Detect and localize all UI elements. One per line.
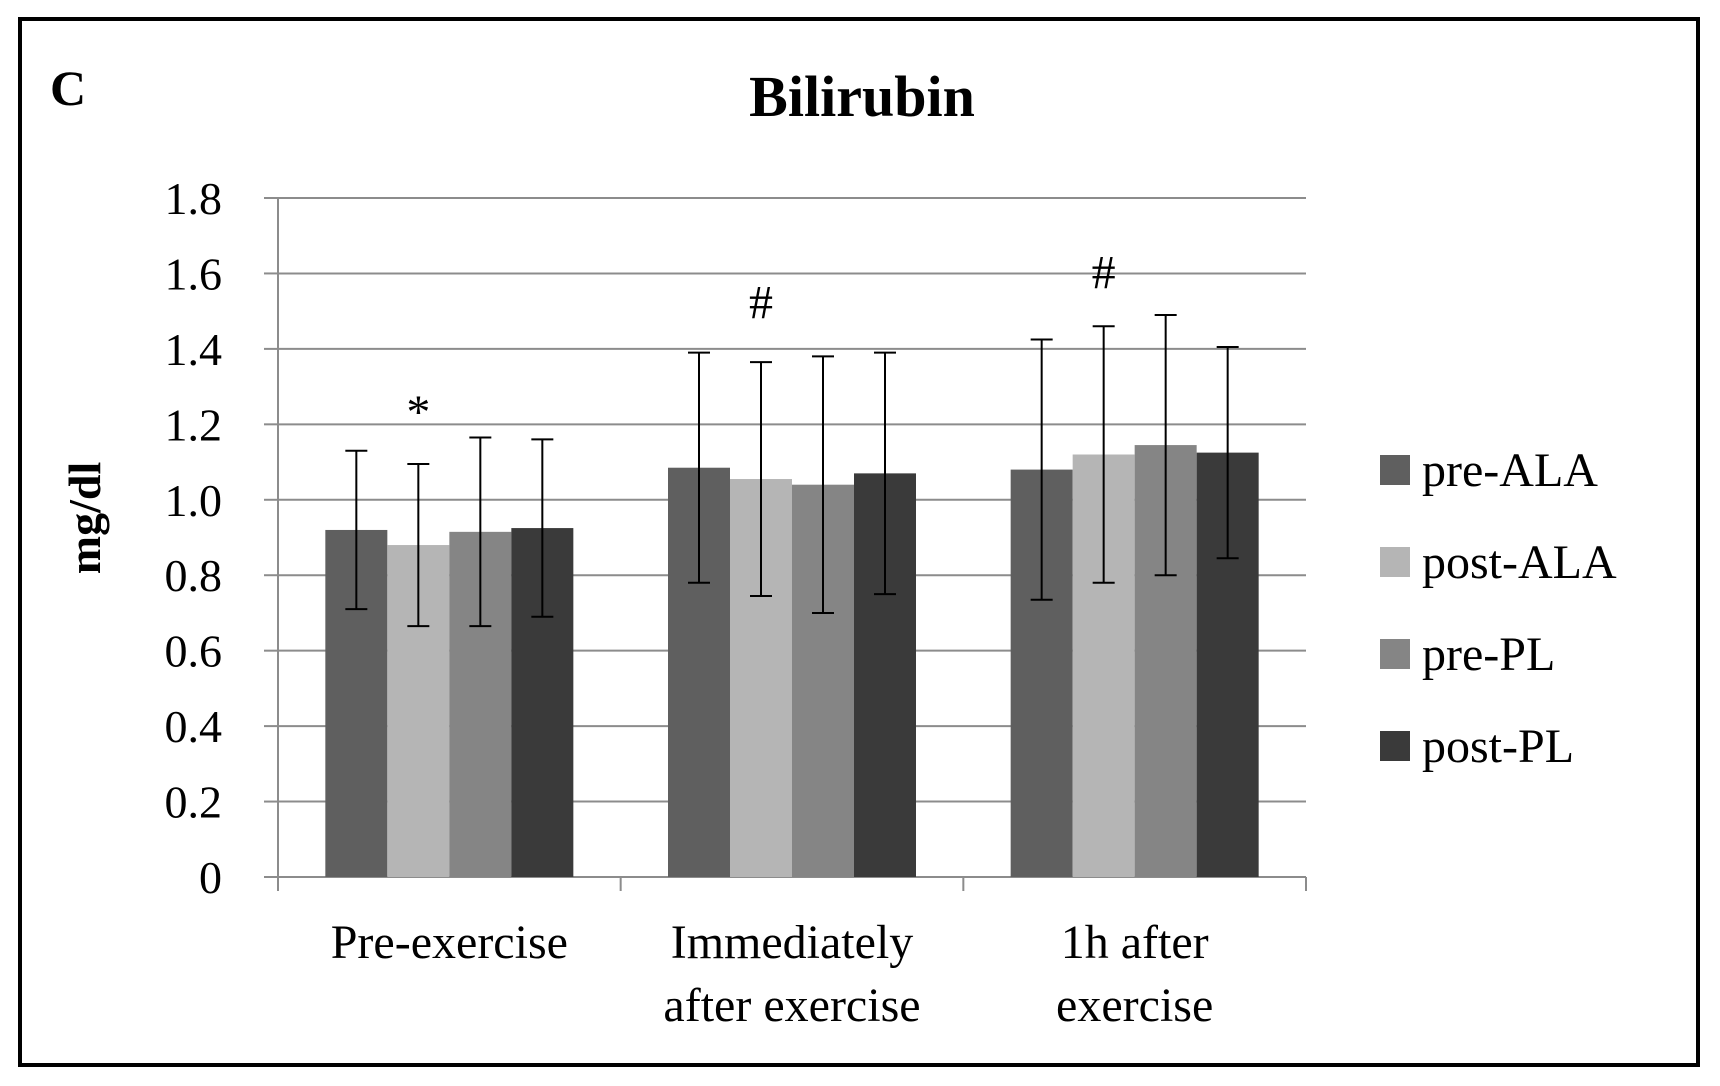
y-tick-label: 0 xyxy=(199,852,222,903)
legend-swatch-pre-ALA xyxy=(1380,455,1410,485)
error-bars xyxy=(345,313,1239,628)
x-category-label: 1h after xyxy=(1061,916,1209,969)
y-tick-label: 1.2 xyxy=(165,399,223,450)
y-tick-labels: 0 0.2 0.4 0.6 0.8 1.0 1.2 1.4 1.6 1.8 xyxy=(165,173,223,903)
significance-marker: # xyxy=(1092,247,1116,300)
significance-marker: # xyxy=(749,277,773,330)
x-category-label: Pre-exercise xyxy=(331,916,568,969)
y-tick-label: 0.4 xyxy=(165,701,223,752)
legend-label-pre-PL: pre-PL xyxy=(1422,628,1555,681)
significance-marker: * xyxy=(406,386,430,439)
y-tick-label: 0.6 xyxy=(165,626,223,677)
legend-label-post-ALA: post-ALA xyxy=(1422,536,1617,589)
x-category-label: after exercise xyxy=(663,979,920,1032)
x-category-label: Immediately xyxy=(671,916,914,969)
legend-swatch-pre-PL xyxy=(1380,639,1410,669)
x-tick-labels: Pre-exercise Immediately after exercise 1h … xyxy=(331,916,1214,1032)
y-tick-label: 0.2 xyxy=(165,777,223,828)
y-tick-label: 1.4 xyxy=(165,324,223,375)
x-category-label: exercise xyxy=(1056,979,1213,1032)
legend-label-pre-ALA: pre-ALA xyxy=(1422,444,1598,497)
legend-swatch-post-PL xyxy=(1380,731,1410,761)
y-tick-label: 1.6 xyxy=(165,248,223,299)
panel-label: C xyxy=(50,60,86,116)
y-axis-label: mg/dl xyxy=(59,462,110,574)
chart-title: Bilirubin xyxy=(749,64,975,129)
bars xyxy=(325,445,1259,877)
significance-annotations: * # # xyxy=(406,247,1115,440)
legend-swatch-post-ALA xyxy=(1380,547,1410,577)
y-tick-label: 1.0 xyxy=(165,475,223,526)
legend: pre-ALA post-ALA pre-PL post-PL xyxy=(1380,444,1617,773)
y-tick-label: 0.8 xyxy=(165,550,223,601)
legend-label-post-PL: post-PL xyxy=(1422,720,1574,773)
y-tick-label: 1.8 xyxy=(165,173,223,224)
